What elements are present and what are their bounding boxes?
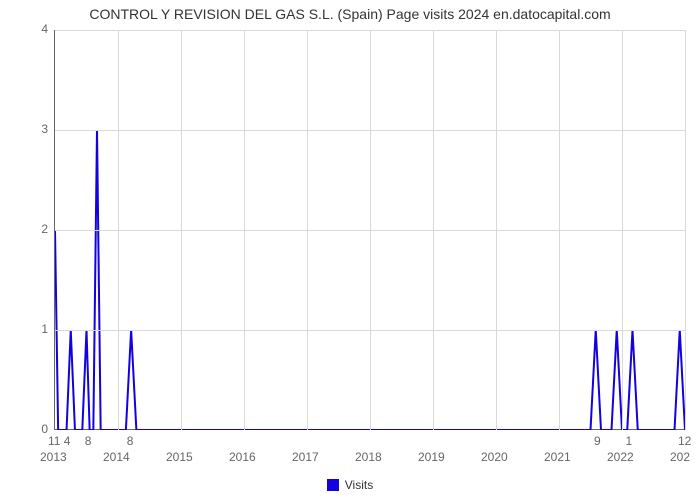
grid-vertical	[622, 30, 623, 430]
grid-vertical	[496, 30, 497, 430]
grid-vertical	[181, 30, 182, 430]
extra-label: 8	[127, 434, 134, 448]
xtick-label: 202	[670, 450, 690, 464]
legend-label: Visits	[345, 478, 373, 492]
chart-container: CONTROL Y REVISION DEL GAS S.L. (Spain) …	[0, 0, 700, 500]
grid-vertical	[433, 30, 434, 430]
grid-vertical	[370, 30, 371, 430]
legend: Visits	[0, 478, 700, 492]
xtick-label: 2021	[544, 450, 571, 464]
extra-label: 8	[85, 434, 92, 448]
ytick-label: 3	[41, 122, 48, 136]
xtick-label: 2016	[229, 450, 256, 464]
xtick-label: 2017	[292, 450, 319, 464]
extra-label: 9	[594, 434, 601, 448]
extra-label: 4	[64, 434, 71, 448]
extra-label: 12	[678, 434, 691, 448]
ytick-label: 4	[41, 22, 48, 36]
xtick-label: 2015	[166, 450, 193, 464]
xtick-label: 2019	[418, 450, 445, 464]
grid-vertical	[559, 30, 560, 430]
grid-vertical	[244, 30, 245, 430]
plot-area	[54, 30, 684, 430]
ytick-label: 2	[41, 222, 48, 236]
grid-vertical	[118, 30, 119, 430]
xtick-label: 2020	[481, 450, 508, 464]
extra-label: 11	[48, 434, 60, 448]
grid-vertical	[685, 30, 686, 430]
chart-title: CONTROL Y REVISION DEL GAS S.L. (Spain) …	[0, 6, 700, 22]
grid-vertical	[307, 30, 308, 430]
ytick-label: 0	[41, 422, 48, 436]
ytick-label: 1	[41, 322, 48, 336]
extra-label: 1	[626, 434, 633, 448]
xtick-label: 2014	[103, 450, 130, 464]
xtick-label: 2022	[607, 450, 634, 464]
legend-swatch	[327, 479, 339, 491]
xtick-label: 2018	[355, 450, 382, 464]
xtick-label: 2013	[40, 450, 67, 464]
